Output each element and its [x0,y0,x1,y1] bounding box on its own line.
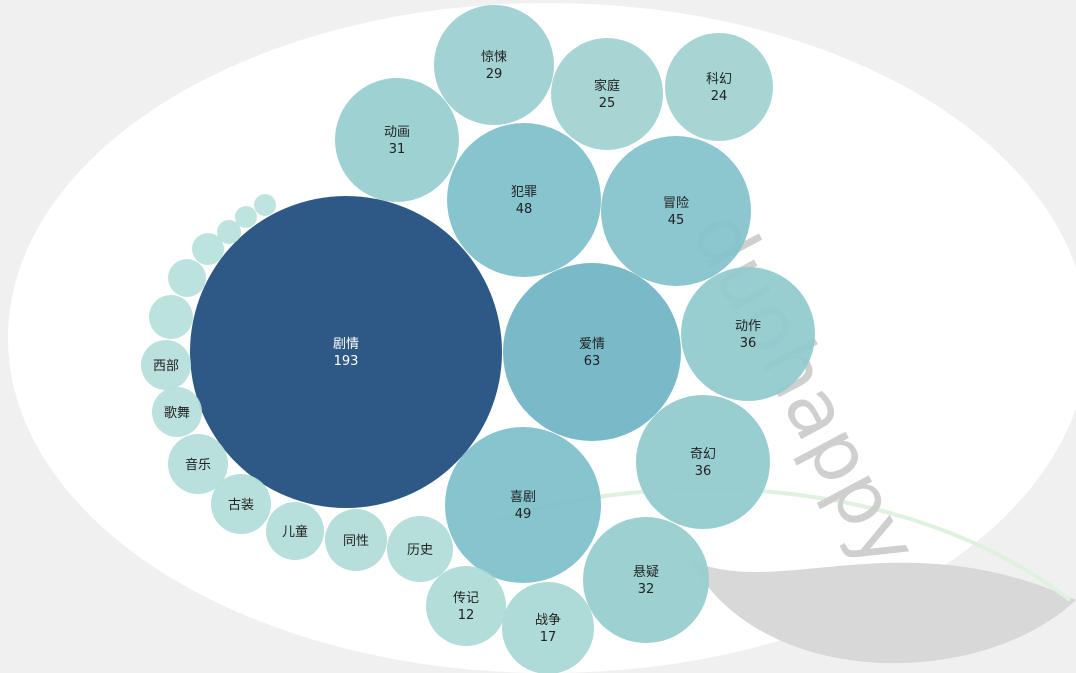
bubble-label: 西部 [153,359,179,374]
bubble-8[interactable]: 悬疑 32 [583,517,709,643]
bubble-16[interactable]: 同性 [325,509,387,571]
bubble-27[interactable] [254,194,276,216]
bubble-13[interactable]: 战争 17 [502,582,594,673]
bubble-label: 历史 [407,543,433,558]
bubble-label: 惊悚 [481,50,507,65]
bubble-layer: 剧情 193 爱情 63 喜剧 49 犯罪 48 冒险 45 动作 36 奇幻 36 悬疑 32 动画 31 惊悚 2… [141,5,815,673]
bubble-24[interactable] [192,233,224,265]
bubble-value: 32 [638,582,655,597]
bubble-label: 古装 [228,498,254,513]
bubble-value: 31 [389,142,406,157]
bubble-1[interactable]: 剧情 193 [190,196,502,508]
bubble-5[interactable]: 冒险 45 [601,136,751,286]
bubble-value: 17 [540,630,557,645]
bubble-value: 25 [599,96,616,111]
bubble-value: 36 [695,464,712,479]
bubble-value: 48 [516,202,533,217]
bubble-15[interactable]: 历史 [387,516,453,582]
bubble-25[interactable] [217,220,241,244]
bubble-circle[interactable] [551,38,663,150]
bubble-label: 爱情 [579,337,605,352]
bubble-circle[interactable] [387,516,453,582]
bubble-label: 儿童 [282,524,308,540]
bubble-19[interactable]: 音乐 [168,434,228,494]
bubble-value: 193 [334,354,359,369]
bubble-circle[interactable] [149,295,193,339]
bubble-value: 36 [740,336,757,351]
bubble-circle[interactable] [152,387,202,437]
bubble-circle[interactable] [681,267,815,401]
bubble-value: 63 [584,354,601,369]
bubble-label: 音乐 [185,457,211,473]
bubble-circle[interactable] [434,5,554,125]
bubble-circle[interactable] [503,263,681,441]
bubble-circle[interactable] [445,427,601,583]
bubble-label: 动作 [735,319,761,334]
bubble-value: 45 [668,213,685,228]
bubble-label: 歌舞 [164,406,190,421]
bubble-circle[interactable] [266,502,324,560]
bubble-circle[interactable] [168,259,206,297]
bubble-circle[interactable] [254,194,276,216]
bubble-circle[interactable] [325,509,387,571]
bubble-9[interactable]: 动画 31 [335,78,459,202]
bubble-20[interactable]: 歌舞 [152,387,202,437]
bubble-circle[interactable] [583,517,709,643]
bubble-12[interactable]: 科幻 24 [665,33,773,141]
bubble-label: 家庭 [594,78,620,94]
bubble-2[interactable]: 爱情 63 [503,263,681,441]
bubble-circle[interactable] [235,206,257,228]
bubble-circle[interactable] [211,474,271,534]
bubble-3[interactable]: 喜剧 49 [445,427,601,583]
bubble-label: 科幻 [706,72,732,87]
bubble-11[interactable]: 家庭 25 [551,38,663,150]
bubble-label: 传记 [453,591,479,606]
bubble-circle[interactable] [426,566,506,646]
bubble-6[interactable]: 动作 36 [681,267,815,401]
bubble-value: 24 [711,89,728,104]
bubble-7[interactable]: 奇幻 36 [636,395,770,529]
bubble-17[interactable]: 儿童 [266,502,324,560]
bubble-14[interactable]: 传记 12 [426,566,506,646]
bubble-circle[interactable] [192,233,224,265]
bubble-circle[interactable] [502,582,594,673]
bubble-circle[interactable] [447,123,601,277]
bubble-circle[interactable] [665,33,773,141]
bubble-value: 12 [458,608,475,623]
bubble-label: 战争 [535,613,561,628]
bubble-value: 49 [515,507,532,522]
bubble-26[interactable] [235,206,257,228]
bubble-circle[interactable] [335,78,459,202]
watermark-leaf-shadow [690,560,1076,664]
bubble-label: 冒险 [663,196,689,211]
bubble-label: 喜剧 [510,490,536,505]
bubble-23[interactable] [168,259,206,297]
bubble-circle[interactable] [190,196,502,508]
bubble-18[interactable]: 古装 [211,474,271,534]
bubble-label: 悬疑 [633,564,659,580]
bubble-21[interactable]: 西部 [141,340,191,390]
bubble-circle[interactable] [141,340,191,390]
bubble-4[interactable]: 犯罪 48 [447,123,601,277]
bubble-circle[interactable] [601,136,751,286]
bubble-22[interactable] [149,295,193,339]
bubble-circle[interactable] [217,220,241,244]
bubble-label: 犯罪 [511,185,537,200]
bubble-circle[interactable] [168,434,228,494]
bubble-10[interactable]: 惊悚 29 [434,5,554,125]
bubble-label: 动画 [384,125,410,140]
bubble-label: 剧情 [333,337,359,352]
bubble-circle[interactable] [636,395,770,529]
bubble-label: 同性 [343,534,369,549]
bubble-label: 奇幻 [690,446,716,462]
bubble-value: 29 [486,67,503,82]
